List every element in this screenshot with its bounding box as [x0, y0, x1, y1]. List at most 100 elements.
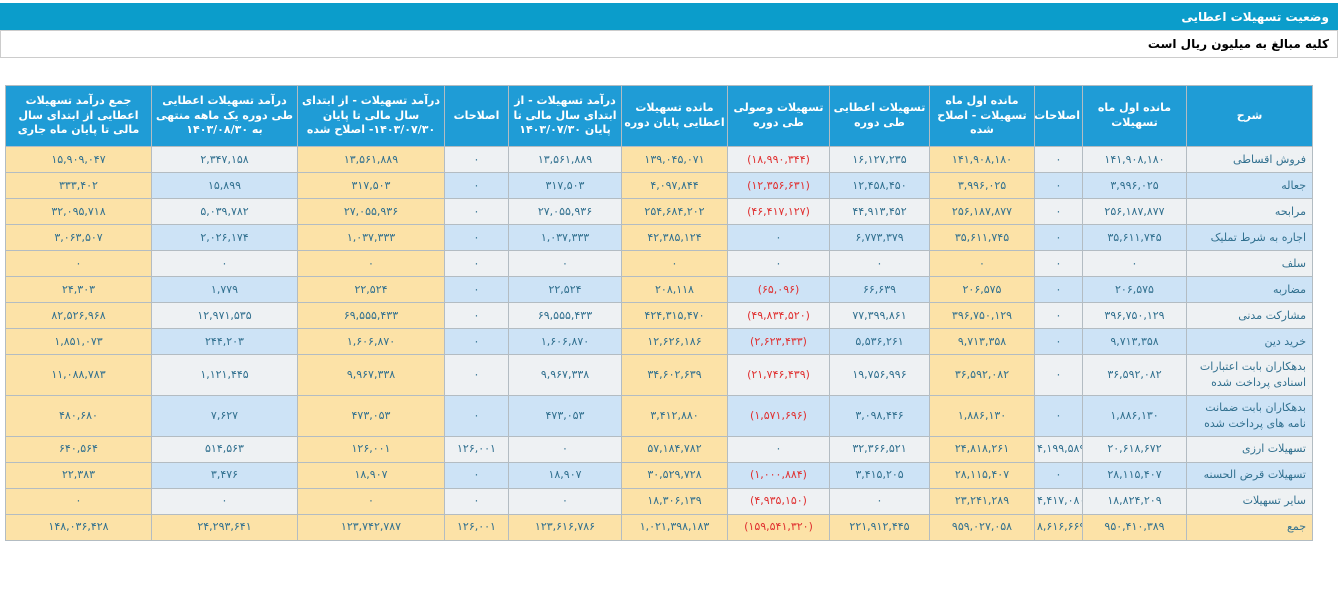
cell-adjustments-balance: ۴,۴۱۷,۰۸۰: [1034, 487, 1083, 515]
table-row: تسهیلات ارزی ۲۰,۶۱۸,۶۷۲ ۴,۱۹۹,۵۸۹ ۲۴,۸۱۸,۲۶…: [5, 435, 1313, 463]
cell-adjustments-balance: ۰: [1034, 461, 1083, 489]
cell-adjustments-income: ۰: [444, 328, 509, 355]
column-header-income-to-14030730: درآمد تسهیلات - از ابتدای سال مالی تا پا…: [508, 85, 622, 147]
cell-income-total-current: ۱۱,۰۸۸,۷۸۳: [5, 354, 152, 396]
cell-granted-during-period: ۰: [829, 487, 930, 515]
cell-income-one-month-14030830: ۵۱۴,۵۶۳: [151, 435, 298, 463]
page-title-bar: وضعیت تسهیلات اعطایی: [0, 3, 1338, 30]
cell-income-to-14030730: ۴۷۳,۰۵۳: [508, 394, 622, 437]
cell-collected-during-period: (۲۱,۷۴۶,۴۳۹): [727, 354, 830, 396]
cell-income-to-14030730-adjusted: ۱۲۶,۰۰۱: [297, 435, 445, 463]
units-note-bar: کلیه مبالغ به میلیون ریال است: [0, 30, 1338, 58]
cell-income-to-14030730: ۱۳,۵۶۱,۸۸۹: [508, 146, 622, 173]
cell-adjustments-income: ۰: [444, 354, 509, 396]
row-label: خرید دین: [1186, 328, 1313, 355]
cell-income-to-14030730-adjusted: ۱,۶۰۶,۸۷۰: [297, 328, 445, 355]
cell-income-total-current: ۱۴۸,۰۳۶,۴۲۸: [5, 513, 152, 541]
cell-income-one-month-14030830: ۲,۳۴۷,۱۵۸: [151, 146, 298, 173]
column-header-opening-balance-adjusted: مانده اول ماه تسهیلات - اصلاح شده: [929, 85, 1035, 147]
cell-opening-balance-adjusted: ۱,۸۸۶,۱۳۰: [929, 394, 1035, 437]
cell-granted-during-period: ۱۶,۱۲۷,۲۳۵: [829, 146, 930, 173]
cell-ending-balance: ۴۲,۳۸۵,۱۲۴: [621, 224, 728, 251]
cell-income-total-current: ۲۴,۳۰۳: [5, 276, 152, 303]
cell-income-to-14030730: ۰: [508, 487, 622, 515]
cell-income-total-current: ۳۲,۰۹۵,۷۱۸: [5, 198, 152, 225]
cell-opening-balance: ۱۴۱,۹۰۸,۱۸۰: [1082, 146, 1187, 173]
cell-adjustments-income: ۰: [444, 394, 509, 437]
cell-income-one-month-14030830: ۷,۶۲۷: [151, 394, 298, 437]
cell-opening-balance-adjusted: ۳۹۶,۷۵۰,۱۲۹: [929, 302, 1035, 329]
table-row: مرابحه ۲۵۶,۱۸۷,۸۷۷ ۰ ۲۵۶,۱۸۷,۸۷۷ ۴۴,۹۱۳,۴۵۲(…: [5, 198, 1313, 225]
row-label: جعاله: [1186, 172, 1313, 199]
cell-ending-balance: ۴۲۴,۳۱۵,۴۷۰: [621, 302, 728, 329]
table-row: جعاله ۳,۹۹۶,۰۲۵ ۰ ۳,۹۹۶,۰۲۵ ۱۲,۴۵۸,۴۵۰ (۱۲,۳۵…: [5, 172, 1313, 199]
row-label: تسهیلات قرض الحسنه: [1186, 461, 1313, 489]
page-title: وضعیت تسهیلات اعطایی: [1181, 10, 1329, 24]
cell-income-to-14030730: ۲۷,۰۵۵,۹۳۶: [508, 198, 622, 225]
cell-adjustments-balance: ۰: [1034, 394, 1083, 437]
row-label: جمع: [1186, 513, 1313, 541]
cell-opening-balance: ۲۵۶,۱۸۷,۸۷۷: [1082, 198, 1187, 225]
cell-collected-during-period: (۱,۰۰۰,۸۸۴): [727, 461, 830, 489]
cell-opening-balance: ۲۸,۱۱۵,۴۰۷: [1082, 461, 1187, 489]
cell-opening-balance-adjusted: ۱۴۱,۹۰۸,۱۸۰: [929, 146, 1035, 173]
cell-income-to-14030730-adjusted: ۱۳,۵۶۱,۸۸۹: [297, 146, 445, 173]
cell-opening-balance: ۹,۷۱۳,۳۵۸: [1082, 328, 1187, 355]
table-total-row: جمع ۹۵۰,۴۱۰,۳۸۹ ۸,۶۱۶,۶۶۹ ۹۵۹,۰۲۷,۰۵۸ ۲۲۱,۹۱…: [5, 513, 1313, 541]
cell-collected-during-period: (۱۸,۹۹۰,۳۴۴): [727, 146, 830, 173]
cell-adjustments-income: ۰: [444, 224, 509, 251]
cell-opening-balance: ۱,۸۸۶,۱۳۰: [1082, 394, 1187, 437]
cell-adjustments-income: ۰: [444, 172, 509, 199]
cell-collected-during-period: ۰: [727, 250, 830, 277]
table-row: بدهکاران بابت ضمانت نامه های پرداخت شده ۱…: [5, 394, 1313, 437]
table-row: مضاربه ۲۰۶,۵۷۵ ۰ ۲۰۶,۵۷۵ ۶۶,۶۳۹ (۶۵,۰۹۶) ۲۰۸,۱…: [5, 276, 1313, 303]
table-row: اجاره به شرط تملیک ۳۵,۶۱۱,۷۴۵ ۰ ۳۵,۶۱۱,۷۴۵ ۶…: [5, 224, 1313, 251]
cell-granted-during-period: ۱۹,۷۵۶,۹۹۶: [829, 354, 930, 396]
cell-income-total-current: ۸۲,۵۲۶,۹۶۸: [5, 302, 152, 329]
cell-income-to-14030730: ۲۲,۵۲۴: [508, 276, 622, 303]
cell-opening-balance: ۰: [1082, 250, 1187, 277]
cell-adjustments-income: ۰: [444, 487, 509, 515]
cell-adjustments-balance: ۰: [1034, 198, 1083, 225]
units-note: کلیه مبالغ به میلیون ریال است: [1147, 37, 1329, 51]
cell-ending-balance: ۳,۴۱۲,۸۸۰: [621, 394, 728, 437]
cell-opening-balance-adjusted: ۹۵۹,۰۲۷,۰۵۸: [929, 513, 1035, 541]
cell-adjustments-income: ۰: [444, 302, 509, 329]
cell-granted-during-period: ۱۲,۴۵۸,۴۵۰: [829, 172, 930, 199]
table-row: سلف ۰ ۰ ۰ ۰ ۰ ۰ ۰ ۰ ۰ ۰ ۰: [5, 250, 1313, 277]
cell-ending-balance: ۰: [621, 250, 728, 277]
cell-ending-balance: ۲۵۴,۶۸۴,۲۰۲: [621, 198, 728, 225]
cell-adjustments-balance: ۰: [1034, 224, 1083, 251]
cell-income-total-current: ۰: [5, 487, 152, 515]
row-label: تسهیلات ارزی: [1186, 435, 1313, 463]
cell-opening-balance-adjusted: ۲۴,۸۱۸,۲۶۱: [929, 435, 1035, 463]
cell-income-total-current: ۱۵,۹۰۹,۰۴۷: [5, 146, 152, 173]
cell-income-total-current: ۰: [5, 250, 152, 277]
cell-income-one-month-14030830: ۱,۱۲۱,۴۴۵: [151, 354, 298, 396]
cell-income-to-14030730-adjusted: ۳۱۷,۵۰۳: [297, 172, 445, 199]
cell-opening-balance-adjusted: ۰: [929, 250, 1035, 277]
cell-collected-during-period: (۱۲,۳۵۶,۶۳۱): [727, 172, 830, 199]
cell-adjustments-balance: ۰: [1034, 172, 1083, 199]
cell-income-to-14030730-adjusted: ۲۷,۰۵۵,۹۳۶: [297, 198, 445, 225]
cell-granted-during-period: ۳,۴۱۵,۲۰۵: [829, 461, 930, 489]
cell-opening-balance: ۳,۹۹۶,۰۲۵: [1082, 172, 1187, 199]
cell-adjustments-balance: ۰: [1034, 146, 1083, 173]
cell-income-total-current: ۶۴۰,۵۶۴: [5, 435, 152, 463]
cell-income-to-14030730: ۱,۰۳۷,۳۳۳: [508, 224, 622, 251]
row-label: بدهکاران بابت اعتبارات اسنادی پرداخت شده: [1186, 354, 1313, 396]
cell-collected-during-period: (۶۵,۰۹۶): [727, 276, 830, 303]
cell-income-one-month-14030830: ۰: [151, 250, 298, 277]
cell-income-total-current: ۲۲,۳۸۳: [5, 461, 152, 489]
cell-granted-during-period: ۳۲,۳۶۶,۵۲۱: [829, 435, 930, 463]
cell-income-to-14030730-adjusted: ۱۲۳,۷۴۲,۷۸۷: [297, 513, 445, 541]
table-row: فروش اقساطی ۱۴۱,۹۰۸,۱۸۰ ۰ ۱۴۱,۹۰۸,۱۸۰ ۱۶,۱۲۷…: [5, 146, 1313, 173]
cell-income-one-month-14030830: ۱۵,۸۹۹: [151, 172, 298, 199]
row-label: سایر تسهیلات: [1186, 487, 1313, 515]
cell-collected-during-period: (۱,۵۷۱,۶۹۶): [727, 394, 830, 437]
cell-collected-during-period: (۲,۶۲۳,۴۳۳): [727, 328, 830, 355]
cell-ending-balance: ۱,۰۲۱,۳۹۸,۱۸۳: [621, 513, 728, 541]
table-row: سایر تسهیلات ۱۸,۸۲۴,۲۰۹ ۴,۴۱۷,۰۸۰ ۲۳,۲۴۱,۲۸…: [5, 487, 1313, 515]
column-header-adjustments-balance: اصلاحات: [1034, 85, 1083, 147]
table-row: بدهکاران بابت اعتبارات اسنادی پرداخت شده…: [5, 354, 1313, 396]
